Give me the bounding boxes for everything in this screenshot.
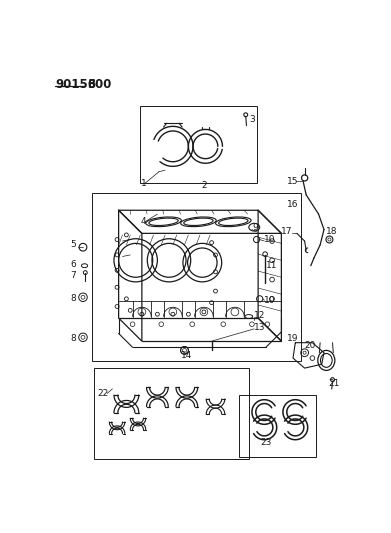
Text: 4: 4	[140, 217, 146, 227]
Bar	[140, 106, 256, 183]
Text: 6: 6	[70, 260, 76, 269]
Text: 15: 15	[287, 176, 298, 185]
Text: 3: 3	[249, 115, 255, 124]
Text: 23: 23	[260, 438, 272, 447]
Text: 90156: 90156	[55, 78, 96, 91]
Text: 17: 17	[282, 227, 293, 236]
Text: 12: 12	[254, 311, 265, 320]
Bar	[91, 193, 301, 361]
Text: 8: 8	[70, 294, 76, 303]
Text: 7: 7	[70, 271, 76, 280]
Text: 8: 8	[70, 334, 76, 343]
Text: 11: 11	[266, 261, 277, 270]
Text: 1: 1	[141, 179, 147, 188]
Text: 10: 10	[264, 235, 276, 244]
Text: 5: 5	[70, 240, 76, 249]
Text: 2: 2	[201, 181, 207, 190]
Text: 22: 22	[97, 389, 108, 398]
Bar	[94, 368, 249, 459]
Text: 19: 19	[287, 334, 298, 343]
Text: 300: 300	[88, 78, 112, 91]
Bar	[239, 395, 316, 457]
Text: 21: 21	[328, 379, 339, 388]
Text: 20: 20	[305, 341, 316, 350]
Text: 18: 18	[326, 227, 338, 236]
Text: 16: 16	[287, 199, 298, 208]
Text: 13: 13	[254, 323, 266, 332]
Text: 10: 10	[264, 296, 276, 305]
Text: 14: 14	[181, 351, 192, 360]
Text: 9: 9	[252, 223, 258, 232]
